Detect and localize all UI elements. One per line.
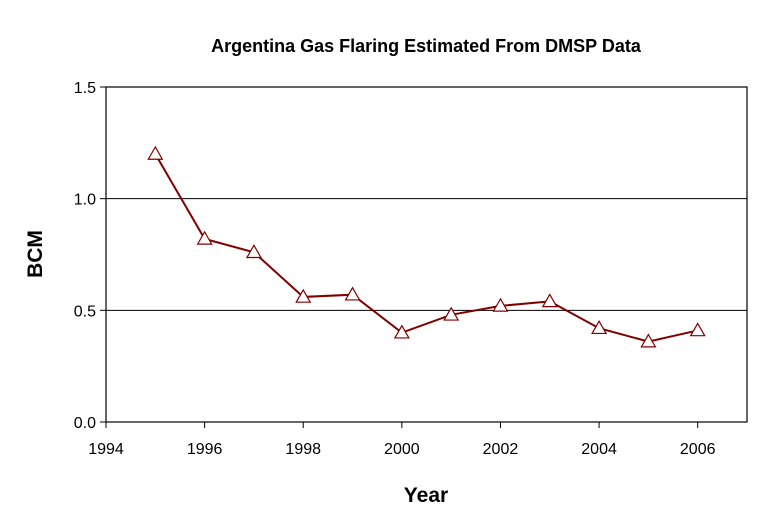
x-tick-label: 1998 (285, 441, 321, 458)
plot-area (105, 86, 748, 423)
gridlines (106, 198, 747, 311)
x-tick-label: 1996 (187, 441, 223, 458)
data-point (541, 293, 558, 308)
series-layer (147, 145, 706, 348)
data-point (147, 145, 164, 160)
data-point (295, 288, 312, 303)
x-tick-label: 2006 (680, 441, 716, 458)
x-axis: 1994 1996 1998 2000 2002 2004 2006 (88, 422, 716, 458)
data-point (492, 297, 509, 312)
data-point (640, 333, 657, 348)
data-point (245, 244, 262, 259)
x-tick-label: 1994 (88, 441, 124, 458)
y-tick-label: 1.0 (74, 192, 96, 209)
data-point (196, 230, 213, 245)
data-point (393, 324, 410, 339)
data-point (689, 322, 706, 337)
data-point (344, 286, 361, 301)
x-tick-label: 2002 (483, 441, 519, 458)
y-tick-label: 0.0 (74, 415, 96, 432)
series-line (154, 153, 698, 343)
y-axis-title: BCM (24, 230, 47, 278)
y-tick-label: 1.5 (74, 80, 96, 97)
x-axis-title: Year (404, 484, 448, 507)
chart-title: Argentina Gas Flaring Estimated From DMS… (211, 36, 642, 56)
y-axis: 0.0 0.5 1.0 1.5 (74, 80, 106, 432)
x-tick-label: 2004 (581, 441, 617, 458)
data-point (591, 319, 608, 335)
data-point (443, 306, 460, 321)
x-tick-label: 2000 (384, 441, 420, 458)
y-tick-label: 0.5 (74, 303, 96, 320)
